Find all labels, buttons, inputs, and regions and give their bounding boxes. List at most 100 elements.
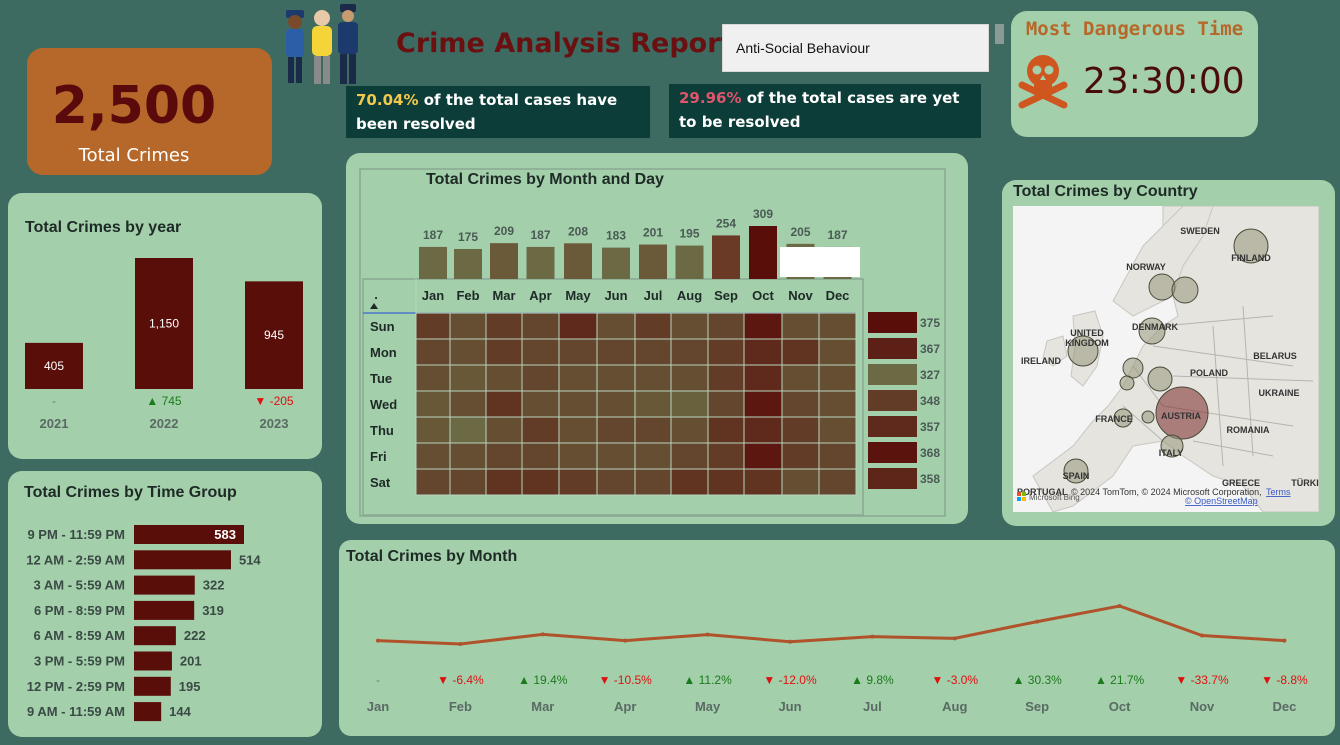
heatmap-cell[interactable] [558, 312, 598, 340]
heatmap-cell[interactable] [781, 312, 820, 340]
map-bubble[interactable] [1122, 357, 1144, 379]
map-terms-link[interactable]: Terms [1266, 487, 1291, 497]
heatmap-cell[interactable] [449, 312, 487, 340]
heatmap-cell[interactable] [521, 338, 560, 366]
heatmap-cell[interactable] [634, 338, 672, 366]
timegroup-bar[interactable] [134, 651, 172, 671]
heatmap-cell[interactable] [596, 312, 636, 340]
sort-ascending-icon[interactable] [370, 303, 378, 309]
heatmap-cell[interactable] [485, 416, 523, 444]
heatmap-cell[interactable] [670, 442, 709, 470]
map-osm-link[interactable]: © OpenStreetMap [1185, 496, 1258, 506]
heatmap-cell[interactable] [707, 312, 745, 340]
heatmap-cell[interactable] [634, 442, 672, 470]
month-total-bar[interactable] [419, 246, 447, 279]
month-total-bar[interactable] [526, 246, 555, 279]
map-bubble[interactable] [1067, 335, 1099, 367]
day-total-bar[interactable] [868, 364, 917, 385]
timegroup-bar[interactable] [134, 626, 176, 646]
map-bubble[interactable] [1233, 228, 1269, 264]
timegroup-bar[interactable] [134, 525, 244, 544]
heatmap-cell[interactable] [558, 364, 598, 392]
heatmap-cell[interactable] [781, 364, 820, 392]
month-total-bar[interactable] [749, 226, 777, 279]
heatmap-cell[interactable] [707, 442, 745, 470]
heatmap-cell[interactable] [415, 390, 451, 418]
heatmap-cell[interactable] [818, 442, 857, 470]
year-bar[interactable] [245, 281, 303, 389]
heatmap-cell[interactable] [781, 416, 820, 444]
heatmap-cell[interactable] [743, 338, 783, 366]
heatmap-cell[interactable] [415, 312, 451, 340]
heatmap-cell[interactable] [634, 312, 672, 340]
heatmap-cell[interactable] [818, 338, 857, 366]
timegroup-bar[interactable] [134, 575, 195, 595]
heatmap-cell[interactable] [818, 364, 857, 392]
heatmap-cell[interactable] [521, 468, 560, 496]
heatmap-cell[interactable] [743, 312, 783, 340]
heatmap-cell[interactable] [596, 364, 636, 392]
heatmap-cell[interactable] [449, 416, 487, 444]
heatmap-cell[interactable] [521, 442, 560, 470]
heatmap-cell[interactable] [670, 312, 709, 340]
map-bubble[interactable] [1171, 276, 1199, 304]
month-total-bar[interactable] [454, 248, 482, 279]
heatmap-cell[interactable] [743, 416, 783, 444]
heatmap-cell[interactable] [415, 364, 451, 392]
heatmap-cell[interactable] [521, 390, 560, 418]
map-bubble[interactable] [1113, 408, 1133, 428]
day-total-bar[interactable] [868, 338, 917, 359]
heatmap-cell[interactable] [485, 442, 523, 470]
heatmap-cell[interactable] [670, 338, 709, 366]
map-bubble[interactable] [1147, 366, 1173, 392]
month-point[interactable] [1117, 604, 1122, 608]
heatmap-cell[interactable] [521, 416, 560, 444]
heatmap-cell[interactable] [743, 468, 783, 496]
month-point[interactable] [788, 639, 792, 644]
map-bubble[interactable] [1141, 410, 1155, 424]
heatmap-cell[interactable] [634, 468, 672, 496]
month-point[interactable] [458, 642, 463, 646]
month-total-bar[interactable] [639, 244, 667, 279]
heatmap-cell[interactable] [596, 338, 636, 366]
heatmap-cell[interactable] [634, 390, 672, 418]
heatmap-cell[interactable] [707, 416, 745, 444]
day-total-bar[interactable] [868, 442, 917, 463]
map-bubble[interactable] [1063, 458, 1089, 484]
month-point[interactable] [1282, 638, 1287, 643]
visual-header-overlay[interactable] [780, 247, 860, 277]
crime-type-filter[interactable]: Anti-Social Behaviour [722, 24, 989, 72]
month-point[interactable] [870, 634, 875, 639]
heatmap-cell[interactable] [781, 442, 820, 470]
month-total-bar[interactable] [712, 235, 740, 279]
month-point[interactable] [623, 638, 628, 643]
day-total-bar[interactable] [868, 390, 917, 411]
month-total-bar[interactable] [564, 243, 592, 279]
heatmap-cell[interactable] [818, 416, 857, 444]
heatmap-cell[interactable] [818, 468, 857, 496]
timegroup-bar[interactable] [134, 702, 162, 722]
heatmap-cell[interactable] [743, 442, 783, 470]
heatmap-cell[interactable] [596, 442, 636, 470]
map-bubble[interactable] [1155, 386, 1209, 440]
heatmap-cell[interactable] [521, 312, 560, 340]
heatmap-cell[interactable] [707, 390, 745, 418]
heatmap-cell[interactable] [634, 416, 672, 444]
heatmap-cell[interactable] [781, 390, 820, 418]
heatmap-cell[interactable] [558, 390, 598, 418]
heatmap-cell[interactable] [707, 338, 745, 366]
map-bubble[interactable] [1160, 434, 1184, 458]
month-line[interactable] [377, 604, 1285, 646]
day-total-bar[interactable] [868, 416, 917, 437]
heatmap-cell[interactable] [818, 390, 857, 418]
timegroup-bar[interactable] [134, 600, 195, 620]
day-total-bar[interactable] [868, 312, 917, 333]
heatmap-cell[interactable] [449, 442, 487, 470]
map-bubble[interactable] [1138, 317, 1166, 345]
heatmap-cell[interactable] [558, 338, 598, 366]
heatmap-cell[interactable] [670, 468, 709, 496]
heatmap-cell[interactable] [415, 442, 451, 470]
heatmap-cell[interactable] [596, 468, 636, 496]
heatmap-cell[interactable] [818, 312, 857, 340]
